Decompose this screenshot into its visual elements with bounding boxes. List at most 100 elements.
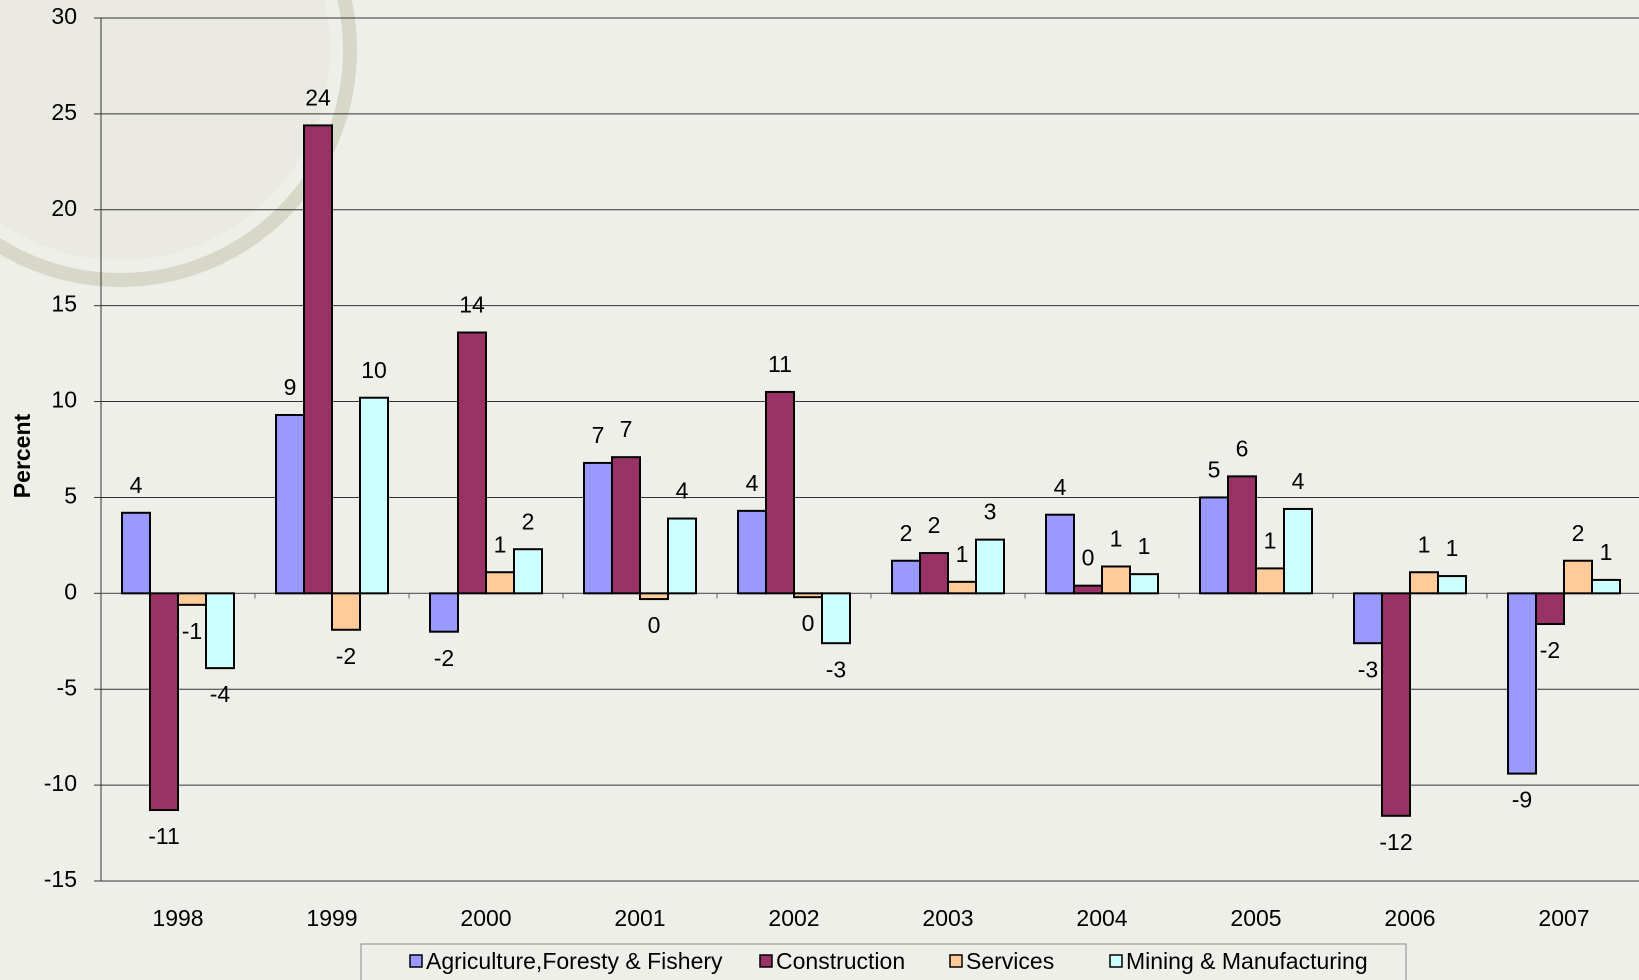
bar: [765, 390, 795, 595]
bar: [639, 592, 669, 601]
legend-swatch: [949, 954, 963, 968]
value-label: -3: [1358, 656, 1378, 682]
legend-swatch: [1109, 954, 1123, 968]
bar: [1227, 475, 1257, 595]
value-label: 1: [956, 541, 969, 567]
value-label: 5: [1208, 457, 1221, 483]
y-tick-label: 15: [51, 291, 77, 317]
bar: [1101, 565, 1131, 595]
x-tick-label: 2001: [614, 905, 665, 931]
value-label: 24: [305, 84, 331, 110]
x-tick-label: 2002: [768, 905, 819, 931]
bar: [611, 456, 641, 595]
value-label: 2: [900, 520, 913, 546]
bar: [821, 592, 851, 645]
decoration: [0, 0, 330, 260]
value-label: 0: [1082, 545, 1095, 571]
bar: [891, 559, 921, 595]
y-axis-label: Percent: [9, 413, 35, 498]
value-label: 4: [746, 470, 759, 496]
bar: [1409, 571, 1439, 595]
legend-label: Construction: [776, 948, 905, 974]
y-tick-label: -10: [44, 770, 77, 796]
legend-swatch: [409, 954, 423, 968]
bar: [1381, 592, 1411, 817]
x-tick-label: 1998: [152, 905, 203, 931]
y-tick-label: 5: [64, 483, 77, 509]
bar: [429, 592, 459, 633]
bar: [1507, 592, 1537, 775]
bar: [1437, 575, 1467, 595]
bar: [513, 548, 543, 595]
legend-swatch: [759, 954, 773, 968]
value-label: 10: [361, 357, 387, 383]
bar: [1283, 507, 1313, 595]
value-label: -12: [1379, 829, 1412, 855]
y-tick-label: 30: [51, 3, 77, 29]
value-label: 4: [130, 472, 143, 498]
value-label: 1: [1264, 527, 1277, 553]
bar: [919, 552, 949, 595]
bar: [1591, 578, 1621, 595]
value-label: 1: [1600, 539, 1613, 565]
bar: [1255, 567, 1285, 595]
legend-label: Mining & Manufacturing: [1126, 948, 1368, 974]
value-label: 1: [1110, 526, 1123, 552]
bar: [121, 511, 151, 595]
bar: [1535, 592, 1565, 626]
legend-label: Services: [966, 948, 1054, 974]
value-label: 7: [620, 416, 633, 442]
bar: [331, 592, 361, 631]
value-label: 0: [648, 612, 661, 638]
bar: [1563, 559, 1593, 595]
bar: [457, 331, 487, 595]
value-label: -4: [210, 681, 231, 707]
bar: [947, 580, 977, 595]
value-label: -9: [1512, 787, 1532, 813]
value-label: 11: [768, 351, 792, 377]
bar: [303, 124, 333, 595]
value-label: 1: [494, 531, 507, 557]
decoration: [0, 0, 357, 287]
value-label: -3: [826, 656, 846, 682]
x-tick-label: 1999: [306, 905, 357, 931]
value-label: -11: [148, 823, 180, 849]
bar: [583, 461, 613, 595]
value-label: 9: [284, 374, 297, 400]
y-tick-label: 0: [64, 578, 77, 604]
value-label: 3: [984, 499, 997, 525]
y-tick-label: -15: [44, 866, 77, 892]
x-tick-label: 2000: [460, 905, 511, 931]
value-label: -2: [434, 645, 454, 671]
bar: [1045, 513, 1075, 595]
bar: [485, 571, 515, 595]
value-label: 6: [1236, 435, 1249, 461]
y-tick-label: 25: [51, 99, 77, 125]
x-tick-label: 2006: [1384, 905, 1435, 931]
bar: [793, 592, 823, 599]
value-label: 2: [928, 512, 941, 538]
bar: [1199, 496, 1229, 595]
bar: [177, 592, 207, 606]
bar: [205, 592, 235, 670]
value-label: -2: [336, 643, 356, 669]
bar: [1129, 573, 1159, 595]
x-tick-label: 2005: [1230, 905, 1281, 931]
x-tick-label: 2004: [1076, 905, 1127, 931]
bar: [975, 538, 1005, 595]
legend: [360, 943, 1407, 980]
value-label: 1: [1446, 535, 1459, 561]
value-label: 0: [802, 610, 815, 636]
value-label: 1: [1138, 533, 1151, 559]
bar: [1353, 592, 1383, 645]
bar: [667, 517, 697, 595]
value-label: 2: [1572, 520, 1585, 546]
x-tick-label: 2007: [1538, 905, 1589, 931]
bar: [1073, 584, 1103, 595]
value-label: 2: [522, 508, 535, 534]
value-label: 7: [592, 422, 605, 448]
bar: [359, 396, 389, 595]
legend-label: Agriculture,Foresty & Fishery: [426, 948, 723, 974]
value-label: 4: [1292, 468, 1305, 494]
